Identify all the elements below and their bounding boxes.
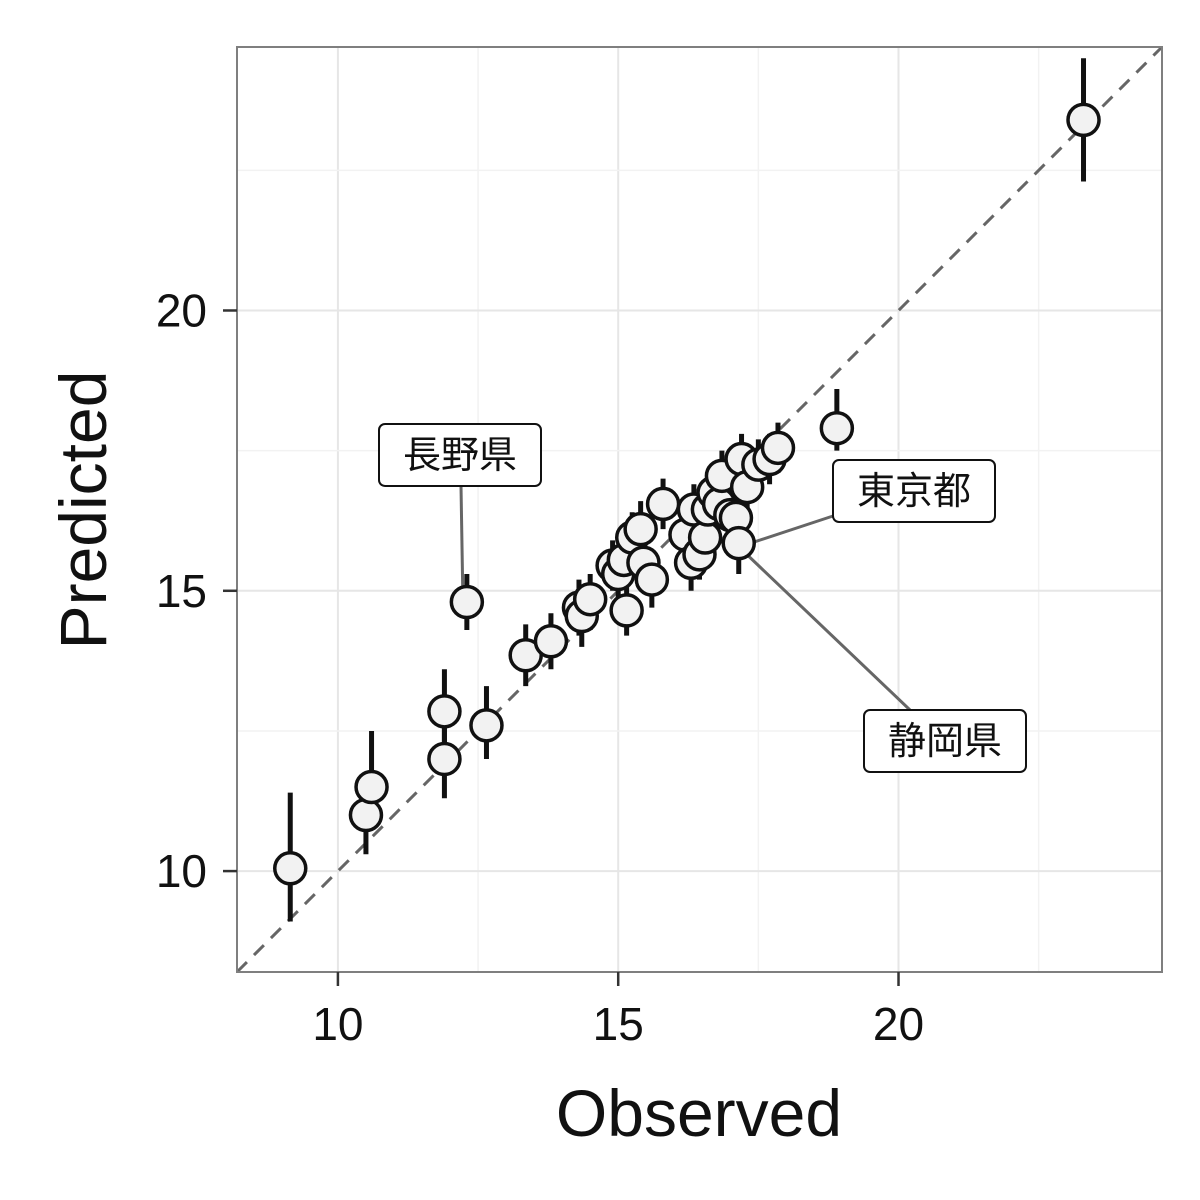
y-axis: 10 15 20 — [156, 284, 237, 897]
data-point — [449, 584, 485, 620]
data-point — [687, 520, 723, 555]
data-point — [469, 708, 504, 743]
data-point — [609, 593, 644, 628]
data-points — [273, 102, 1101, 886]
data-point — [760, 430, 796, 466]
annotation-leader-line — [737, 545, 912, 712]
data-point — [572, 581, 608, 617]
annotation-box — [832, 459, 996, 523]
y-axis-title: Predicted — [46, 371, 120, 650]
data-point — [354, 769, 389, 805]
annotation-box — [378, 423, 542, 487]
y-tick-label: 10 — [156, 845, 207, 897]
data-point — [819, 410, 855, 446]
data-point — [1066, 102, 1101, 138]
x-tick-label: 10 — [312, 998, 363, 1050]
data-point — [645, 486, 681, 522]
data-point — [348, 797, 384, 833]
data-point — [427, 694, 462, 729]
y-tick-label: 15 — [156, 565, 207, 617]
data-point — [623, 511, 658, 547]
data-point — [273, 851, 308, 886]
x-tick-label: 15 — [593, 998, 644, 1050]
y-tick-label: 20 — [156, 284, 207, 336]
data-point — [634, 562, 670, 597]
data-point — [721, 525, 756, 561]
annotation-label: 東京都 — [857, 471, 971, 513]
x-tick-label: 20 — [873, 998, 924, 1050]
annotation-label: 静岡県 — [888, 721, 1002, 763]
x-axis-title: Observed — [556, 1076, 842, 1150]
data-point — [533, 623, 569, 659]
data-point — [427, 741, 462, 777]
annotation-label: 長野県 — [403, 435, 517, 477]
plot-panel-border — [236, 46, 1163, 973]
x-axis: 10 15 20 — [312, 972, 924, 1050]
annotation-box — [863, 709, 1027, 773]
